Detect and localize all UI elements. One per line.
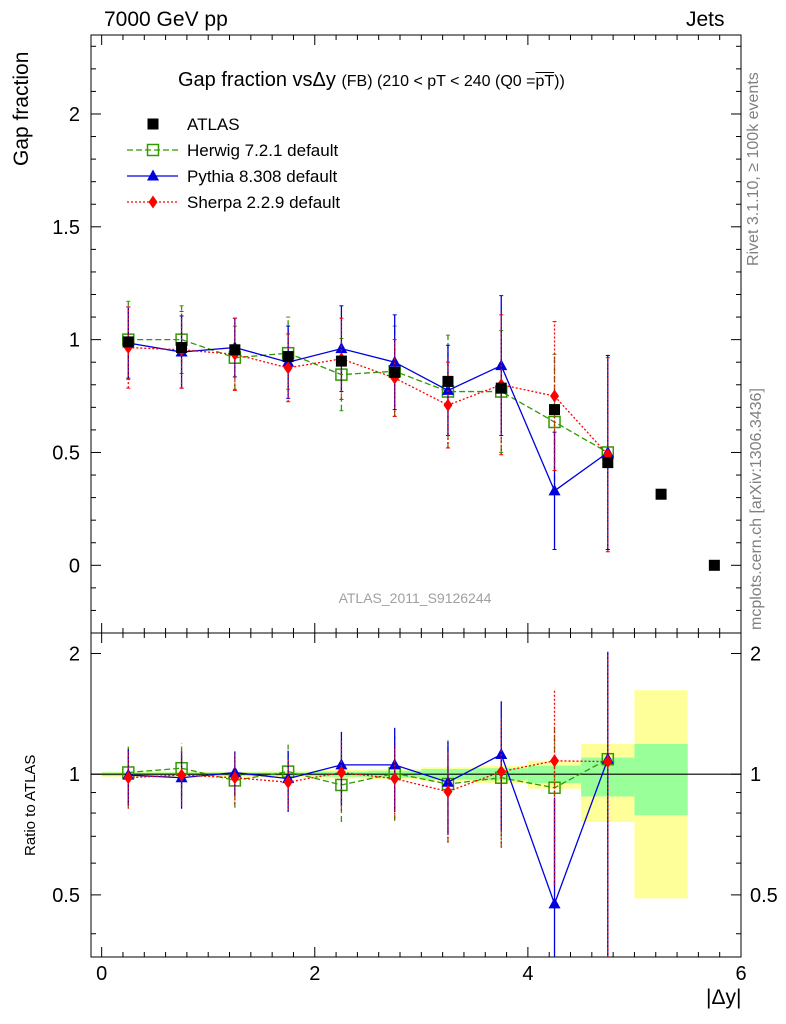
pythia-point [495,359,508,371]
herwig-ratio-line [128,758,609,789]
legend-label: Herwig 7.2.1 default [187,141,338,160]
legend-label: Pythia 8.308 default [187,167,338,186]
sherpa-ratio-point [443,785,453,799]
herwig-line [128,338,609,454]
title-suffix: (FB) (210 < pT < 240 (Q0 = [341,73,536,90]
ratio-y-tick-label: 2 [69,644,80,666]
atlas-point [549,404,561,416]
sherpa-ratio-point [496,765,506,779]
atlas-point [389,366,401,378]
atlas-point [708,559,720,571]
sherpa-point [283,361,293,375]
legend-label: ATLAS [187,115,240,134]
legend-marker [147,169,159,181]
y-tick-label: 0.5 [52,442,80,464]
atlas-point [282,351,294,363]
sherpa-point [443,398,453,412]
sherpa-ratio-point [550,754,560,768]
sherpa-ratio-point [230,771,240,785]
pythia-point [388,355,401,367]
pythia-ratio-point [335,758,348,770]
plot-title: Gap fraction vsΔy (FB) (210 < pT < 240 (… [178,69,565,92]
sherpa-line [128,346,609,456]
ratio-y-tick-label: 0.5 [52,885,80,907]
legend-marker [148,195,158,209]
analysis-watermark: ATLAS_2011_S9126244 [339,590,492,606]
atlas-point [229,344,241,356]
pythia-ratio-line [128,753,609,906]
atlas-point [602,457,614,469]
atlas-point [495,382,507,394]
y-tick-label: 1.5 [52,217,80,239]
header-left: 7000 GeV pp [104,8,228,31]
legend-label: Sherpa 2.2.9 default [187,193,340,212]
pythia-ratio-point [548,897,561,909]
sherpa-ratio-point [123,771,133,785]
atlas-point [442,375,454,387]
y-tick-label: 0 [69,555,80,577]
atlas-point [176,342,188,354]
ratio-y-tick-label-right: 1 [750,764,761,786]
ratio-band-green [634,743,688,816]
sherpa-ratio-point [283,775,293,789]
title-close: )) [554,73,565,90]
sherpa-ratio-point [390,772,400,786]
title-pt: pT [535,73,555,90]
pythia-point [548,484,561,496]
x-axis-label: |Δy| [706,986,742,1009]
ratio-y-tick-label-right: 2 [750,644,761,666]
sherpa-ratio-point [336,765,346,779]
x-tick-label: 4 [522,963,533,985]
atlas-point [655,488,667,500]
y-tick-label: 1 [69,330,80,352]
herwig-ratio-point [548,781,561,795]
x-tick-label: 0 [96,963,107,985]
sherpa-ratio-line [128,760,608,793]
ratio-y-tick-label-right: 0.5 [750,885,778,907]
sherpa-ratio-point [177,768,187,782]
pythia-point [441,383,454,395]
legend-marker [147,118,159,130]
x-tick-label: 6 [735,963,746,985]
y-tick-label: 2 [69,104,80,126]
header-right: Jets [686,8,725,31]
atlas-point [335,355,347,367]
sherpa-point [550,389,560,403]
legend-marker [146,143,160,157]
ratio-plot-frame [90,632,742,958]
title-main: Gap fraction vsΔy [178,69,336,91]
atlas-point [122,336,134,348]
ratio-y-tick-label: 1 [69,764,80,786]
sherpa-ratio-point [603,755,613,769]
pythia-line [128,342,609,492]
x-tick-label: 2 [309,963,320,985]
herwig-point [548,415,561,429]
pythia-ratio-point [495,747,508,759]
pythia-ratio-point [388,758,401,770]
pythia-point [335,342,348,354]
